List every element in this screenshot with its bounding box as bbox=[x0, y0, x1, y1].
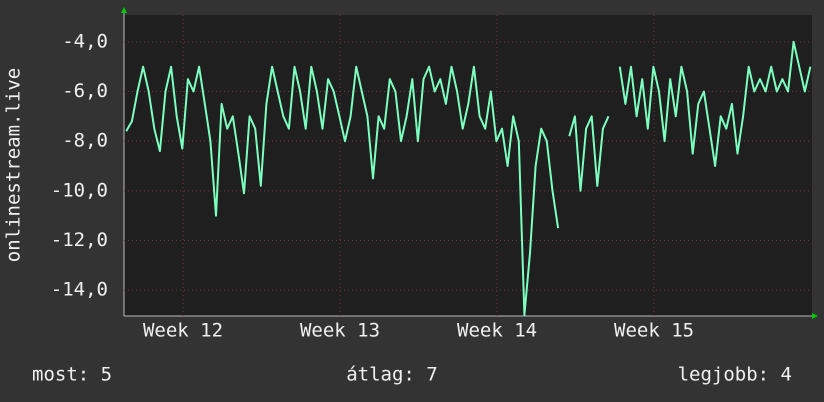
x-tick-label: Week 12 bbox=[143, 320, 223, 342]
x-tick-label: Week 14 bbox=[457, 320, 537, 342]
stat-average: átlag: 7 bbox=[346, 364, 438, 386]
axis-arrow bbox=[812, 313, 818, 319]
y-tick-label: -8,0 bbox=[62, 130, 108, 152]
y-tick-label: -4,0 bbox=[62, 30, 108, 52]
axis-arrow bbox=[121, 7, 127, 13]
stat-best: legjobb: 4 bbox=[678, 364, 792, 386]
y-tick-label: -14,0 bbox=[51, 279, 108, 301]
y-tick-label: -10,0 bbox=[51, 179, 108, 201]
y-tick-label: -12,0 bbox=[51, 229, 108, 251]
y-tick-label: -6,0 bbox=[62, 80, 108, 102]
x-tick-label: Week 13 bbox=[300, 320, 380, 342]
plot-area bbox=[124, 15, 812, 316]
data-line bbox=[125, 40, 812, 316]
stat-now: most: 5 bbox=[32, 364, 112, 386]
y-axis-label: onlinestream.live bbox=[3, 68, 25, 262]
x-tick-label: Week 15 bbox=[614, 320, 694, 342]
